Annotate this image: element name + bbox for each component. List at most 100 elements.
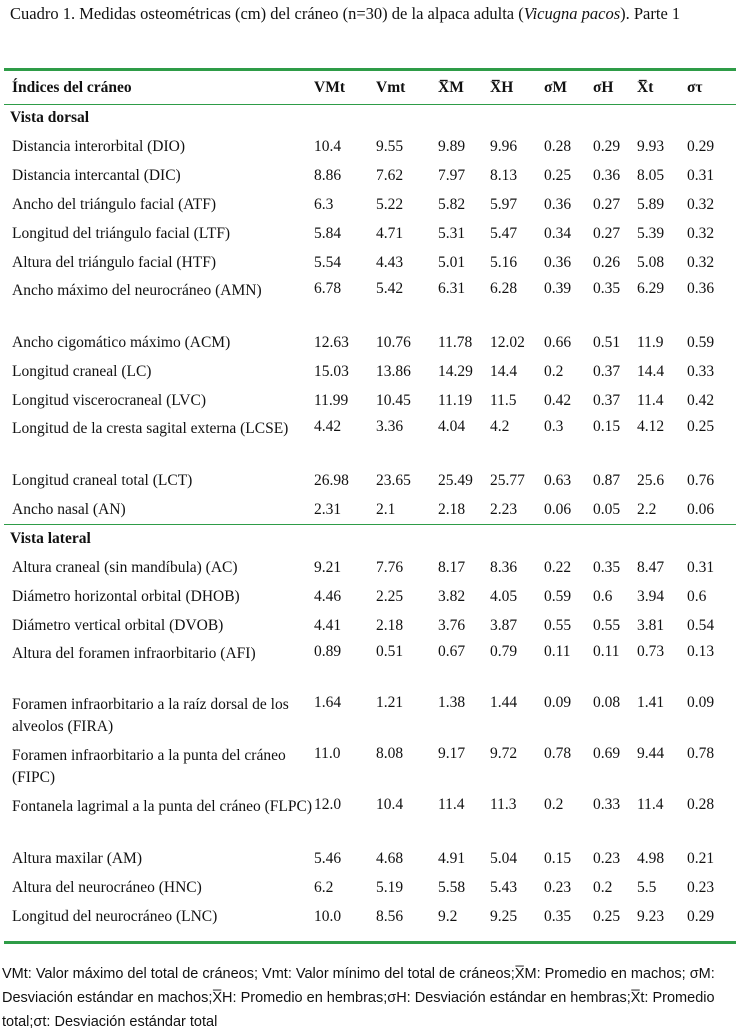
bottom-rule [4, 941, 736, 944]
cell-value: 4.46 [314, 587, 342, 605]
table-row: Longitud viscerocraneal (LVC) 11.99 10.45 1… [4, 386, 736, 415]
cell-value: 0.09 [687, 694, 715, 711]
cell-value: 5.47 [490, 224, 518, 242]
cell-value: 10.45 [376, 391, 411, 409]
cell-value: 14.4 [637, 362, 665, 380]
cell-value: 13.86 [376, 362, 411, 380]
cell-value: 0.32 [687, 253, 715, 271]
cell-value: 0.59 [544, 587, 572, 605]
cell-value: 0.37 [593, 391, 621, 409]
cell-value: 3.36 [376, 418, 404, 435]
header-col-3: X̅M [438, 79, 464, 96]
cell-value: 5.58 [438, 878, 466, 896]
cell-value: 11.19 [438, 391, 473, 409]
row-label: Altura maxilar (AM) [12, 849, 142, 867]
cell-value: 0.31 [687, 166, 715, 184]
table-row: Ancho cigomático máximo (ACM) 12.63 10.76 1… [4, 328, 736, 357]
cell-value: 2.1 [376, 500, 396, 518]
cell-value: 0.32 [687, 195, 715, 213]
cell-value: 0.54 [687, 616, 715, 634]
cell-value: 4.41 [314, 616, 342, 634]
cell-value: 11.78 [438, 333, 473, 351]
cell-value: 10.76 [376, 333, 411, 351]
cell-value: 5.46 [314, 849, 342, 867]
cell-value: 0.11 [544, 643, 571, 660]
header-col-6: σH [593, 79, 614, 96]
osteometric-table: Índices del cráneo VMt Vmt X̅M X̅H σM σH X̅t στ … [4, 72, 736, 931]
cell-value: 2.18 [376, 616, 404, 634]
cell-value: 6.29 [637, 280, 665, 297]
cell-value: 5.04 [490, 849, 518, 867]
row-label: Diámetro horizontal orbital (DHOB) [12, 587, 240, 605]
cell-value: 0.35 [593, 558, 621, 576]
cell-value: 5.01 [438, 253, 466, 271]
cell-value: 5.22 [376, 195, 404, 213]
header-col-4: X̅H [490, 79, 514, 96]
cell-value: 0.25 [544, 166, 572, 184]
cell-value: 0.36 [687, 280, 715, 297]
cell-value: 0.06 [687, 500, 715, 518]
table-row: Altura craneal (sin mandíbula) (AC) 9.21 7… [4, 553, 736, 582]
cell-value: 1.44 [490, 694, 518, 711]
cell-value: 1.21 [376, 694, 404, 711]
cell-value: 2.23 [490, 500, 518, 518]
cell-value: 0.25 [687, 418, 715, 435]
cell-value: 9.2 [438, 907, 458, 925]
cell-value: 12.0 [314, 796, 342, 813]
cell-value: 0.6 [687, 587, 707, 605]
table-row: Altura del foramen infraorbitario (AFI) 0… [4, 640, 736, 691]
row-label: Longitud del neurocráneo (LNC) [12, 907, 218, 925]
cell-value: 0.55 [544, 616, 572, 634]
cell-value: 4.98 [637, 849, 665, 867]
cell-value: 0.2 [544, 362, 564, 380]
cell-value: 4.68 [376, 849, 404, 867]
table-row: Distancia intercantal (DIC) 8.86 7.62 7.97 8… [4, 161, 736, 190]
header-col-5: σM [544, 79, 568, 96]
cell-value: 0.28 [544, 137, 572, 155]
caption-prefix: Cuadro 1. Medidas osteométricas (cm) del… [10, 4, 524, 23]
table-footnote: VMt: Valor máximo del total de cráneos; … [2, 966, 715, 1030]
top-rule [4, 68, 736, 71]
row-label: Diámetro vertical orbital (DVOB) [12, 616, 224, 634]
cell-value: 8.08 [376, 745, 404, 762]
cell-value: 7.97 [438, 166, 466, 184]
cell-value: 4.2 [490, 418, 510, 435]
cell-value: 0.59 [687, 333, 715, 351]
cell-value: 8.05 [637, 166, 665, 184]
cell-value: 0.11 [593, 643, 620, 660]
cell-value: 0.15 [593, 418, 621, 435]
cell-value: 7.62 [376, 166, 404, 184]
row-label: Fontanela lagrimal a la punta del cráneo… [12, 798, 313, 815]
cell-value: 11.4 [637, 796, 664, 813]
cell-value: 0.63 [544, 471, 572, 489]
table-row: Fontanela lagrimal a la punta del cráneo… [4, 793, 736, 844]
cell-value: 0.33 [593, 796, 621, 813]
cell-value: 5.84 [314, 224, 342, 242]
cell-value: 0.69 [593, 745, 621, 762]
section-title: Vista lateral [10, 530, 91, 547]
cell-value: 0.76 [687, 471, 715, 489]
cell-value: 26.98 [314, 471, 349, 489]
cell-value: 0.78 [687, 745, 715, 762]
table-row: Diámetro horizontal orbital (DHOB) 4.46 2.… [4, 582, 736, 611]
cell-value: 0.15 [544, 849, 572, 867]
cell-value: 25.49 [438, 471, 473, 489]
header-row: Índices del cráneo VMt Vmt X̅M X̅H σM σH X̅t στ [4, 72, 736, 104]
cell-value: 4.05 [490, 587, 518, 605]
cell-value: 0.27 [593, 224, 621, 242]
table-row: Ancho máximo del neurocráneo (AMN) 6.78 5.… [4, 277, 736, 328]
cell-value: 0.87 [593, 471, 621, 489]
table-row: Foramen infraorbitario a la punta del cr… [4, 742, 736, 793]
cell-value: 9.96 [490, 137, 518, 155]
caption-suffix: ). Parte 1 [620, 4, 681, 23]
cell-value: 12.63 [314, 333, 349, 351]
cell-value: 3.81 [637, 616, 665, 634]
cell-value: 6.3 [314, 195, 334, 213]
cell-value: 12.02 [490, 333, 525, 351]
cell-value: 0.39 [544, 280, 572, 297]
cell-value: 4.04 [438, 418, 466, 435]
cell-value: 5.39 [637, 224, 665, 242]
cell-value: 8.86 [314, 166, 342, 184]
cell-value: 0.21 [687, 849, 715, 867]
table-row: Longitud del neurocráneo (LNC) 10.0 8.56 9.… [4, 902, 736, 931]
